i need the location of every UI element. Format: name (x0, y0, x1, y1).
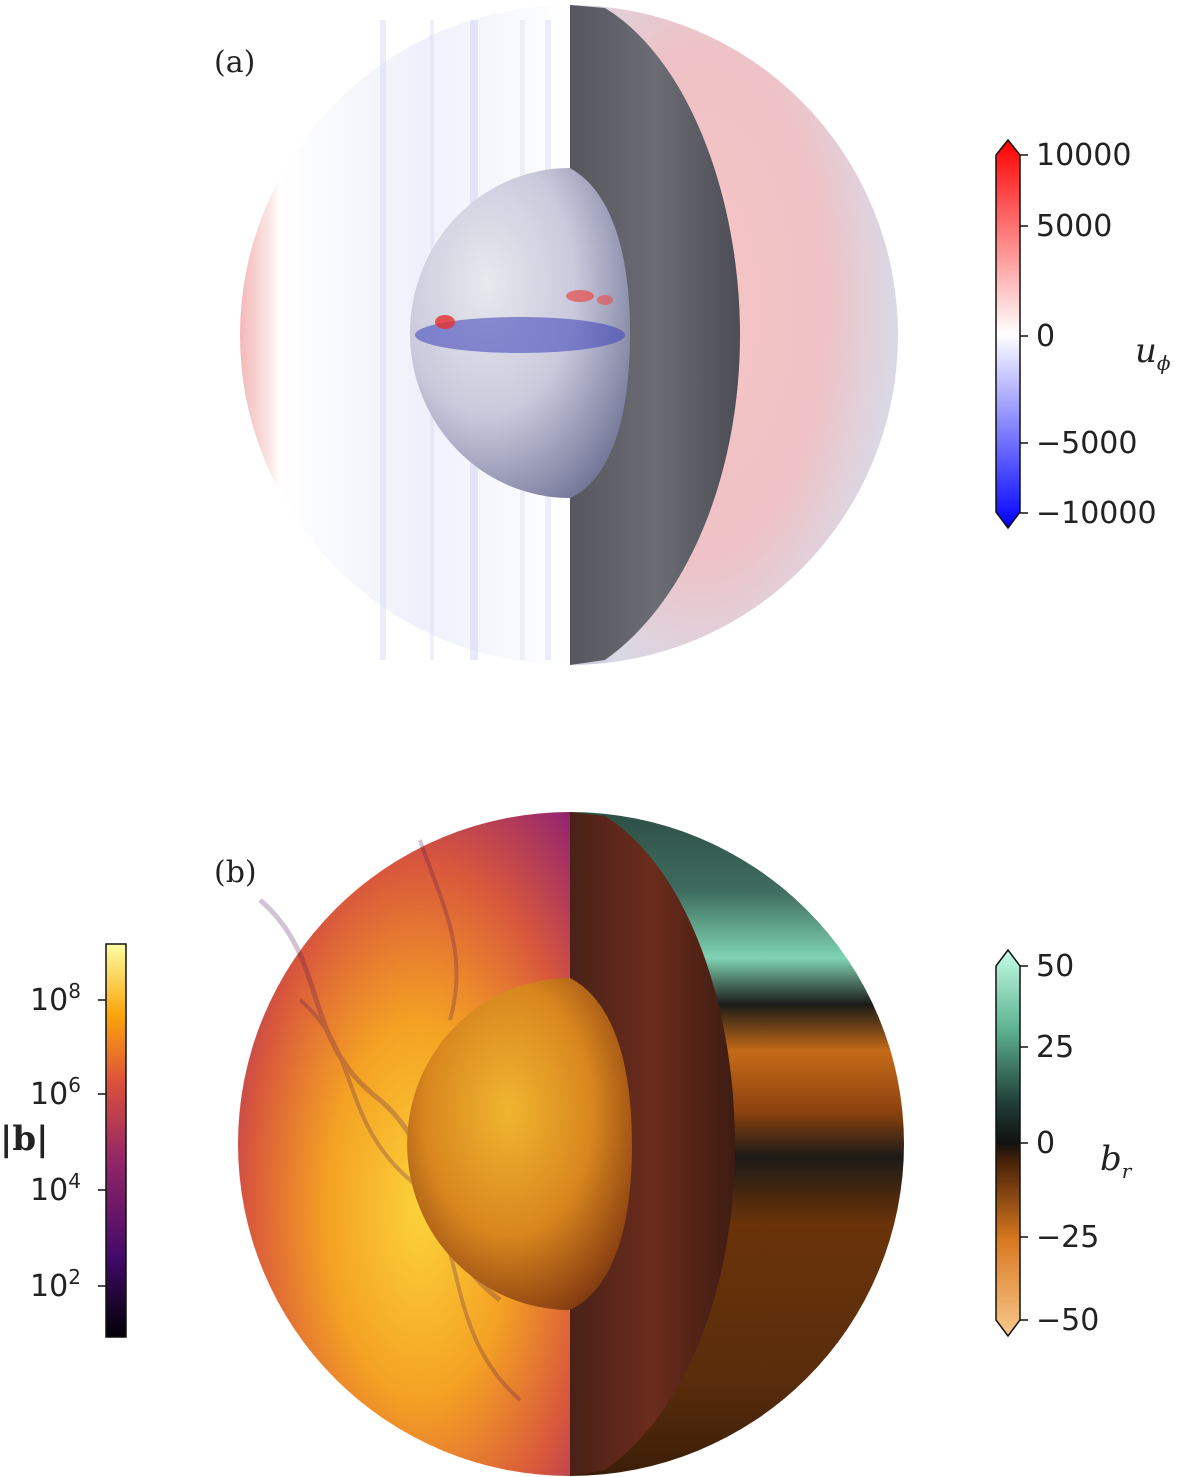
sphere-a-core-bands (415, 290, 625, 353)
colorbar-b-right-tick-label: 50 (1036, 949, 1074, 984)
sphere-a-cut-face (570, 5, 740, 665)
colorbar-b-right-tick-label: 25 (1036, 1030, 1074, 1065)
colorbar-a-title: uϕ (1135, 331, 1171, 375)
colorbar-b-left-tick-label: 108 (30, 979, 81, 1018)
colorbar-b-left-tick-label: 106 (30, 1073, 81, 1112)
colorbar-b-right-title: br (1100, 1139, 1133, 1183)
colorbar-a-bar (995, 138, 1021, 530)
panel-a-label: (a) (214, 45, 255, 80)
colorbar-a: 10000 5000 0 −5000 −10000 uϕ (995, 138, 1171, 531)
colorbar-b-left-tick-label: 102 (30, 1265, 81, 1304)
colorbar-b-right: 50 25 0 −25 −50 br (995, 948, 1133, 1338)
sphere-a-left-section (240, 5, 570, 665)
sphere-a (240, 5, 898, 665)
sphere-b-cut-face (570, 812, 735, 1476)
colorbar-b-right-tick-label: −50 (1036, 1303, 1099, 1338)
colorbar-b-right-tick-label: 0 (1036, 1126, 1055, 1161)
colorbar-b-left: 108 106 104 102 |b| (0, 943, 127, 1338)
panel-a: (a) (214, 5, 1171, 665)
colorbar-b-right-tick-label: −25 (1036, 1220, 1099, 1255)
colorbar-a-tick-label: 0 (1036, 319, 1055, 354)
panel-b-label: (b) (214, 855, 257, 890)
sphere-b (238, 812, 904, 1476)
sphere-b-inner-core (407, 978, 632, 1310)
sphere-b-left-section (238, 812, 570, 1476)
colorbar-b-left-tick-label: 104 (30, 1169, 81, 1208)
colorbar-a-tick-label: 5000 (1036, 209, 1112, 244)
colorbar-b-right-ticks (1020, 965, 1028, 1321)
colorbar-b-left-title: |b| (0, 1119, 49, 1159)
colorbar-a-tick-label: −10000 (1036, 496, 1157, 531)
colorbar-b-left-bar (105, 943, 127, 1338)
panel-b: (b) 108 106 104 102 |b (0, 812, 1133, 1476)
colorbar-b-right-bar (995, 948, 1021, 1338)
colorbar-b-left-ticks (98, 999, 106, 1287)
colorbar-a-ticks (1020, 154, 1028, 514)
colorbar-a-tick-label: 10000 (1036, 138, 1131, 173)
colorbar-a-tick-label: −5000 (1036, 426, 1137, 461)
